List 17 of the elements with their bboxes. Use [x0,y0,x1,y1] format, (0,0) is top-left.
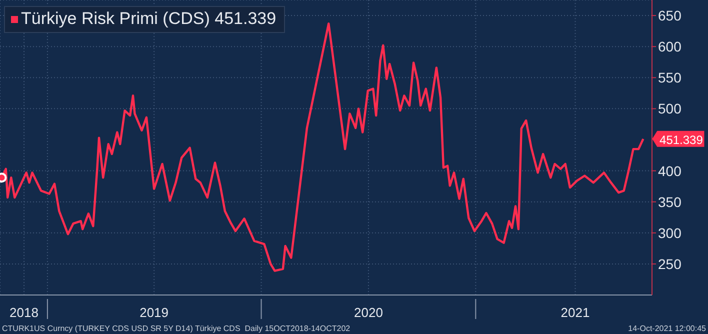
y-tick-label: 400 [658,162,682,179]
y-tick-label: 500 [658,100,682,117]
y-tick-label: 650 [658,7,682,24]
text: 451.339 [214,9,276,28]
x-tick-label: 2020 [354,305,383,320]
y-tick-label: 550 [658,70,682,86]
legend-label: Türkiye Risk Primi (CDS) [21,9,210,28]
x-tick-label: 2018 [10,305,38,320]
x-tick-label: 2021 [560,305,590,320]
data-label: 451.339 [660,132,704,147]
x-tick-label: 2019 [140,305,169,320]
y-tick-label: 600 [658,38,682,55]
y-tick-label: 250 [658,256,682,272]
y-tick-label: 350 [658,194,682,210]
text: 14-Oct-2021 12:00:45 [628,324,706,333]
text: CTURK1US Curncy (TURKEY CDS USD SR 5Y D14) Türkiye CDS Daily 15OCT2018-14OCT202 [2,324,350,333]
y-tick-label: 300 [658,224,682,241]
